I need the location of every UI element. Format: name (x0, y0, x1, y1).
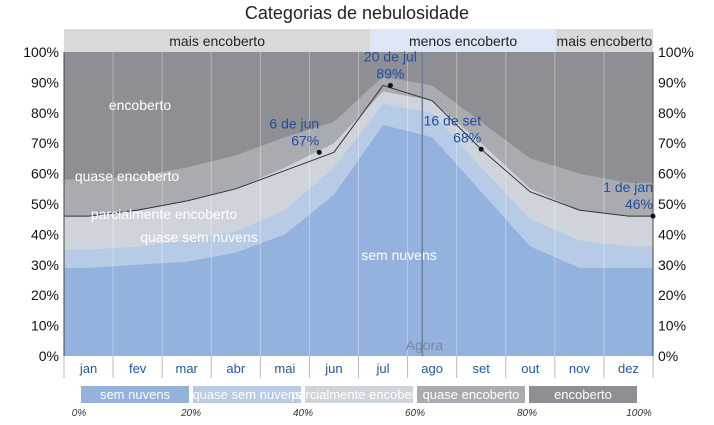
annotation-date-2: 16 de set (424, 112, 482, 128)
band-1 (370, 29, 556, 52)
y-right-tick: 20% (658, 287, 686, 303)
legend-swatch-3 (417, 386, 525, 403)
area-label-4: sem nuvens (361, 247, 436, 263)
y-left-tick: 70% (31, 135, 59, 151)
y-left-tick: 30% (31, 257, 59, 273)
legend-swatch-1 (193, 386, 301, 403)
area-label-2: parcialmente encoberto (91, 206, 238, 222)
y-left-tick: 100% (23, 44, 59, 60)
legend-pct-3: 60% (405, 408, 425, 419)
month-label: abr (226, 361, 245, 376)
y-axis-right: 100% 90% 80% 70% 60% 50% 40% 30% 20% 10% 0% (652, 44, 694, 364)
band-label-1: menos encoberto (409, 33, 517, 49)
legend-swatch-4 (529, 386, 637, 403)
month-label: dez (618, 361, 639, 376)
annotation-point-3 (650, 213, 656, 219)
y-right-tick: 40% (658, 226, 686, 242)
y-right-tick: 70% (658, 135, 686, 151)
band-bar: mais encoberto menos encoberto mais encobe… (64, 29, 653, 52)
y-right-tick: 90% (658, 74, 686, 90)
legend-label-1: quase sem nuvens (192, 387, 302, 402)
month-label: nov (569, 361, 590, 376)
legend-label-2: parcialmente encoberto (291, 387, 427, 402)
legend-pct-0: 0% (72, 408, 87, 419)
y-left-tick: 20% (31, 287, 59, 303)
y-left-tick: 80% (31, 105, 59, 121)
y-axis-left: 0% 10% 20% 30% 40% 50% 60% 70% 80% 90% 100% (23, 44, 65, 364)
annotation-value-0: 67% (291, 132, 319, 148)
legend-pct-2: 40% (293, 408, 313, 419)
y-right-tick: 30% (658, 257, 686, 273)
overcast-line (64, 84, 653, 217)
month-label: ago (421, 361, 443, 376)
x-axis-months: jan fev mar abr mai jun jul ago set out nov dez (63, 356, 654, 378)
chart-title: Categorias de nebulosidade (244, 3, 470, 23)
legend-label-0: sem nuvens (100, 387, 171, 402)
y-right-tick: 0% (658, 348, 678, 364)
y-left-tick: 90% (31, 74, 59, 90)
month-label: jan (79, 361, 97, 376)
annotation-value-2: 68% (453, 129, 481, 145)
band-2 (555, 29, 653, 52)
legend-pct-5: 100% (626, 408, 652, 419)
band-label-2: mais encoberto (557, 33, 653, 49)
month-label: jun (324, 361, 342, 376)
annotation-point-1 (387, 82, 393, 88)
month-label: out (521, 361, 539, 376)
month-label: jul (376, 361, 390, 376)
y-right-tick: 50% (658, 196, 686, 212)
band-0 (64, 29, 371, 52)
annotation-value-3: 46% (625, 196, 653, 212)
y-left-tick: 50% (31, 196, 59, 212)
month-label: mai (274, 361, 295, 376)
legend-swatch-0 (81, 386, 189, 403)
legend-pct-1: 20% (180, 408, 201, 419)
plot-areas (64, 52, 653, 357)
annotation-point-0 (316, 149, 322, 155)
legend-swatch-2 (305, 386, 413, 403)
area-labels: encoberto quase encoberto parcialmente enc… (75, 97, 437, 263)
area-label-3: quase sem nuvens (140, 229, 258, 245)
annotation-point-2 (478, 146, 484, 152)
annotation-date-3: 1 de jan (603, 179, 653, 195)
y-right-tick: 10% (658, 318, 686, 334)
month-gridlines: Agora (112, 52, 605, 356)
y-right-tick: 100% (658, 44, 694, 60)
month-label: set (473, 361, 491, 376)
y-left-tick: 0% (39, 348, 59, 364)
boundary-line (64, 84, 653, 217)
legend-pct-4: 80% (517, 408, 537, 419)
area-sem-nuvens (64, 124, 653, 357)
legend-label-4: encoberto (554, 387, 612, 402)
y-left-tick: 10% (31, 318, 59, 334)
month-label: fev (129, 361, 147, 376)
y-left-tick: 60% (31, 166, 59, 182)
y-right-tick: 80% (658, 105, 686, 121)
area-label-1: quase encoberto (75, 168, 180, 184)
annotation-date-0: 6 de jun (269, 115, 319, 131)
y-right-tick: 60% (658, 166, 686, 182)
band-label-0: mais encoberto (169, 33, 265, 49)
legend-label-3: quase encoberto (423, 387, 520, 402)
now-label: Agora (406, 337, 444, 353)
annotation-value-1: 89% (376, 65, 404, 81)
annotation-date-1: 20 de jul (364, 48, 417, 64)
y-left-tick: 40% (31, 226, 59, 242)
month-label: mar (176, 361, 199, 376)
area-label-0: encoberto (109, 97, 171, 113)
